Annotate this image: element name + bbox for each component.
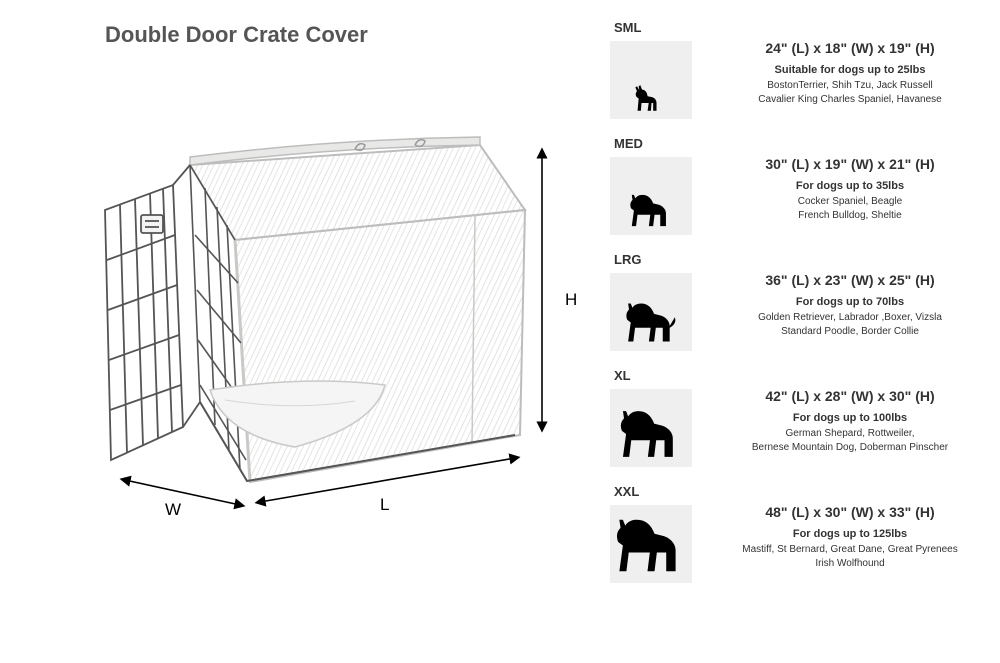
size-code: MED [614,136,700,151]
size-code: LRG [614,252,700,267]
dog-icon-box [610,157,692,235]
size-breeds: German Shepard, Rottweiler,Bernese Mount… [710,427,990,454]
size-dimensions: 24" (L) x 18" (W) x 19" (H) [710,40,990,56]
size-code: XXL [614,484,700,499]
dim-label-w: W [165,500,181,520]
size-dimensions: 30" (L) x 19" (W) x 21" (H) [710,156,990,172]
size-dimensions: 48" (L) x 30" (W) x 33" (H) [710,504,990,520]
size-row: SML 24" (L) x 18" (W) x 19" (H) Suitable… [610,20,990,119]
size-code: SML [614,20,700,35]
dog-icon-box [610,505,692,583]
size-weight: For dogs up to 100lbs [710,412,990,424]
size-code: XL [614,368,700,383]
page-title: Double Door Crate Cover [105,22,368,48]
size-weight: For dogs up to 125lbs [710,528,990,540]
size-row: LRG 36" (L) x 23" (W) x 25" (H) For dogs… [610,252,990,351]
crate-illustration [55,115,555,535]
size-list: SML 24" (L) x 18" (W) x 19" (H) Suitable… [610,20,990,600]
size-row: MED 30" (L) x 19" (W) x 21" (H) For dogs… [610,136,990,235]
size-breeds: Cocker Spaniel, BeagleFrench Bulldog, Sh… [710,195,990,222]
dog-icon-box [610,41,692,119]
size-row: XL 42" (L) x 28" (W) x 30" (H) For dogs … [610,368,990,467]
dim-label-l: L [380,495,389,515]
dog-icon-box [610,389,692,467]
dog-silhouette-icon [613,407,689,461]
size-breeds: BostonTerrier, Shih Tzu, Jack RussellCav… [710,79,990,106]
dim-label-h: H [565,290,577,310]
size-dimensions: 36" (L) x 23" (W) x 25" (H) [710,272,990,288]
dog-silhouette-icon [631,84,672,113]
size-weight: For dogs up to 70lbs [710,296,990,308]
size-dimensions: 42" (L) x 28" (W) x 30" (H) [710,388,990,404]
size-weight: For dogs up to 35lbs [710,180,990,192]
dog-silhouette-icon [620,300,683,345]
dog-icon-box [610,273,692,351]
dog-silhouette-icon [610,514,692,577]
dog-silhouette-icon [625,192,677,229]
size-breeds: Mastiff, St Bernard, Great Dane, Great P… [710,543,990,570]
size-weight: Suitable for dogs up to 25lbs [710,64,990,76]
size-row: XXL 48" (L) x 30" (W) x 33" (H) For dogs… [610,484,990,583]
size-breeds: Golden Retriever, Labrador ,Boxer, Vizsl… [710,311,990,338]
